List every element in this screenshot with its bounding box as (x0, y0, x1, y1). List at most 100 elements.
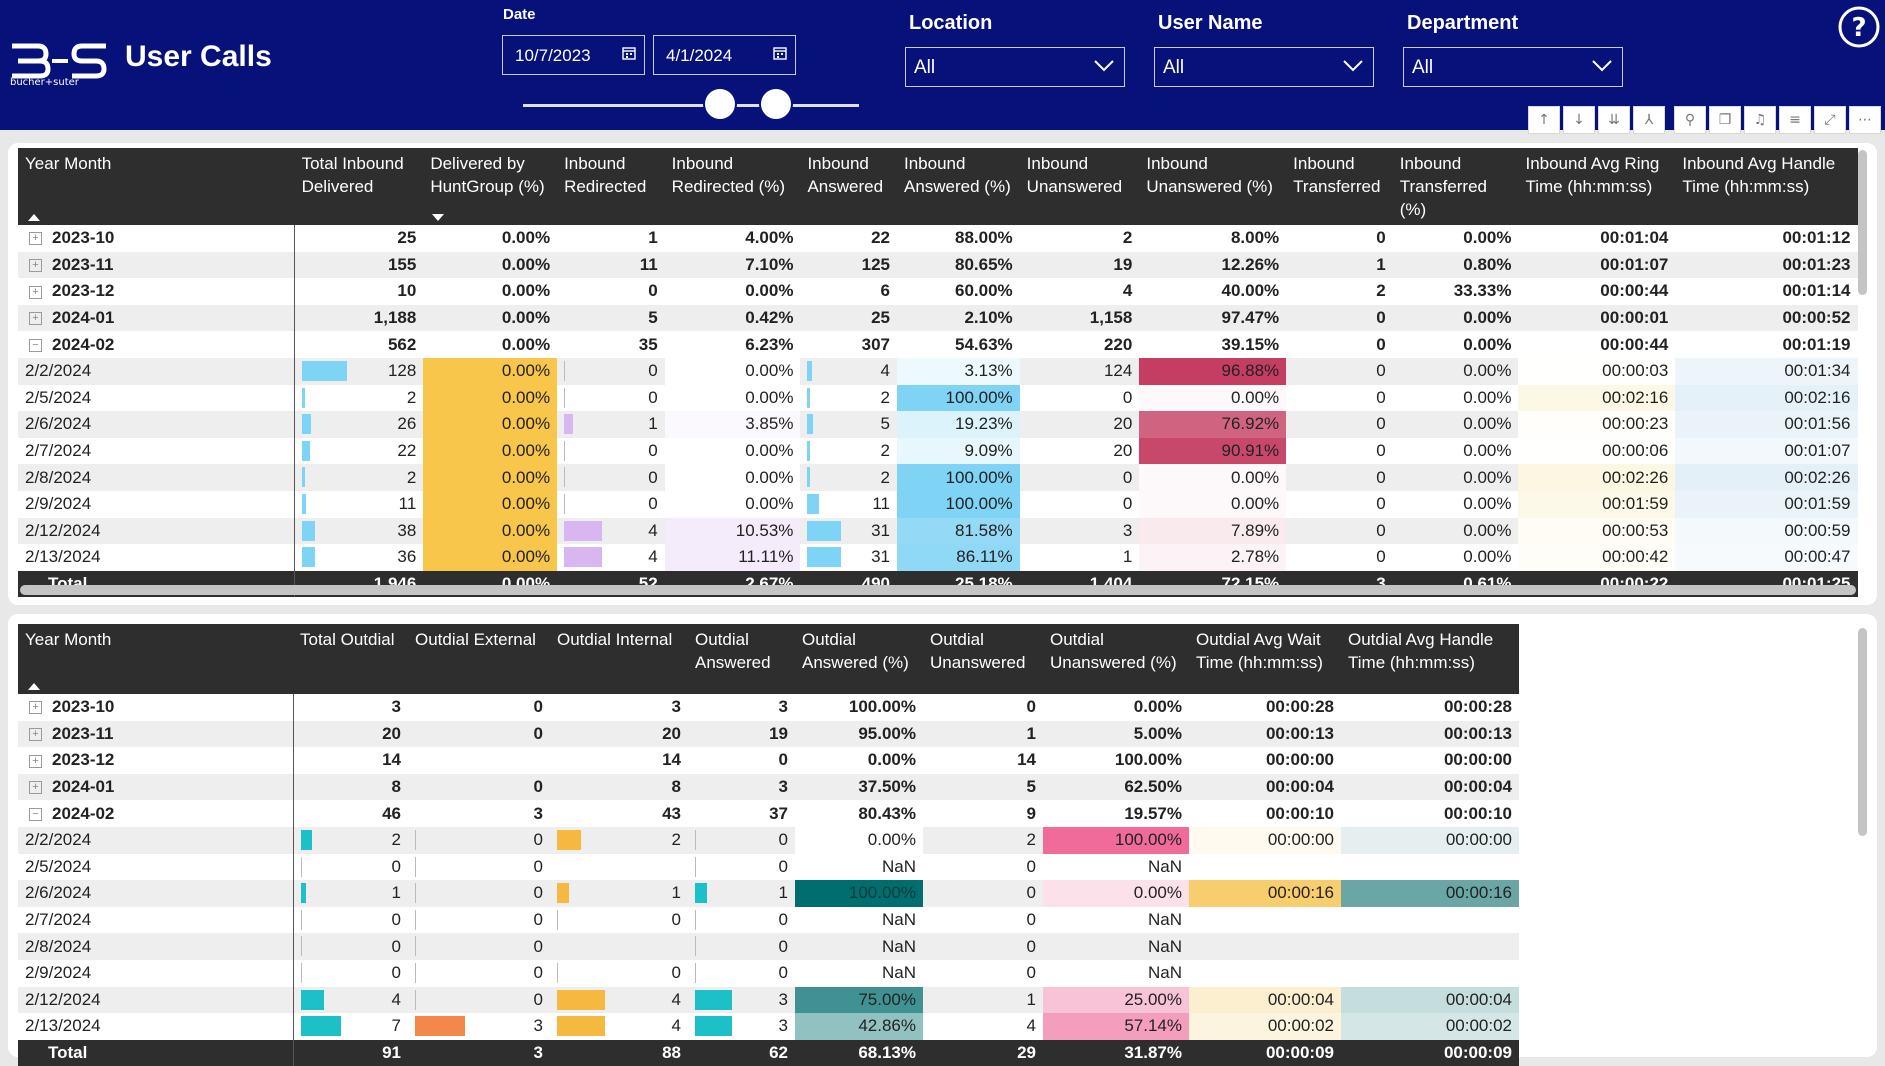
department-dropdown[interactable]: All (1403, 47, 1623, 87)
header-inbound-unanswered[interactable]: Inbound Unanswered (%) (1139, 148, 1287, 225)
header-inbound-answered[interactable]: Inbound Answered (%) (896, 148, 1020, 225)
arrow-up-icon[interactable]: ↑ (1528, 106, 1560, 134)
value-cell: 1 (923, 720, 1043, 748)
value-cell: 0.00% (1392, 517, 1519, 545)
value-cell: 43 (550, 800, 688, 827)
calendar-icon[interactable] (622, 46, 636, 60)
collapse-icon[interactable]: − (29, 338, 42, 352)
header-outdial-avg-handle-time-hh-mm-ss[interactable]: Outdial Avg Handle Time (hh:mm:ss) (1341, 624, 1519, 694)
cell-text: 00:00:28 (1265, 697, 1334, 717)
header-outdial-answered[interactable]: Outdial Answered (%) (795, 624, 923, 694)
value-cell: 100.00% (795, 694, 923, 721)
value-cell: 00:01:34 (1675, 357, 1858, 385)
header-outdial-avg-wait-time-hh-mm-ss[interactable]: Outdial Avg Wait Time (hh:mm:ss) (1189, 624, 1341, 694)
group-row[interactable]: +2023-10 3 0 3 3 100.00% 0 0.00% 00:00:28 00:00:2… (18, 694, 1519, 721)
header-inbound-avg-ring-time-hh-mm-ss[interactable]: Inbound Avg Ring Time (hh:mm:ss) (1518, 148, 1676, 225)
header-total-outdial[interactable]: Total Outdial (293, 624, 408, 694)
header-outdial-unanswered[interactable]: Outdial Unanswered (923, 624, 1043, 694)
outdial-vertical-scrollbar[interactable] (1858, 628, 1867, 836)
cell-text: 11 (639, 254, 658, 274)
expand-icon[interactable]: + (29, 701, 42, 715)
expand-icon[interactable]: + (29, 312, 42, 326)
arrow-down-icon[interactable]: ↓ (1563, 106, 1595, 134)
header-outdial-unanswered[interactable]: Outdial Unanswered (%) (1043, 624, 1189, 694)
more-options-icon[interactable]: ⋯ (1849, 106, 1881, 134)
data-bar (300, 989, 324, 1010)
expand-icon[interactable]: + (29, 754, 42, 768)
header-total-inbound-delivered[interactable]: Total Inbound Delivered (294, 148, 424, 225)
sort-ascending-icon[interactable] (28, 683, 40, 690)
expand-icon[interactable]: + (29, 232, 42, 246)
data-bar (415, 909, 416, 930)
expand-hierarchy-icon[interactable]: ⅄ (1633, 106, 1665, 134)
group-row[interactable]: +2023-10 25 0.00% 1 4.00% 22 88.00% 2 8.00% 0 0.00… (18, 225, 1858, 252)
header-inbound-redirected[interactable]: Inbound Redirected (%) (664, 148, 801, 225)
cell-text: 2 (391, 830, 401, 850)
value-cell: 1 (923, 986, 1043, 1014)
header-outdial-external[interactable]: Outdial External (408, 624, 550, 694)
header-outdial-internal[interactable]: Outdial Internal (550, 624, 688, 694)
header-inbound-unanswered[interactable]: Inbound Unanswered (1019, 148, 1140, 225)
table-row: 2/6/2024 1 0 1 1 100.00% 0 0.00% 00:00:16 00:00:1… (18, 880, 1519, 907)
header-inbound-avg-handle-time-hh-mm-ss[interactable]: Inbound Avg Handle Time (hh:mm:ss) (1675, 148, 1858, 225)
header-year-month[interactable]: Year Month (18, 148, 295, 225)
value-cell: 37.50% (795, 773, 923, 801)
group-row[interactable]: −2024-02 46 3 43 37 80.43% 9 19.57% 00:00:10 00:0… (18, 800, 1519, 827)
bell-icon[interactable]: ♫ (1744, 106, 1776, 134)
group-row[interactable]: +2023-11 155 0.00% 11 7.10% 125 80.65% 19 12.26%… (18, 251, 1858, 279)
group-row[interactable]: +2023-12 14 14 0 0.00% 14 100.00% 00:00:00 00:00… (18, 747, 1519, 774)
inbound-horizontal-scrollbar[interactable] (20, 585, 1856, 595)
cell-text: 0.00% (1463, 547, 1512, 567)
pin-icon[interactable]: ⚲ (1674, 106, 1706, 134)
expand-icon[interactable]: + (29, 781, 42, 795)
header-year-month[interactable]: Year Month (18, 624, 293, 694)
slider-start-handle[interactable] (703, 87, 737, 121)
cell-text: 40.00% (1221, 281, 1280, 301)
date-range-slider[interactable] (523, 104, 859, 107)
expand-icon[interactable]: + (29, 258, 42, 272)
group-row[interactable]: −2024-02 562 0.00% 35 6.23% 307 54.63% 220 39.15… (18, 331, 1858, 358)
cell-text: 125 (861, 254, 890, 274)
focus-mode-icon[interactable]: ⤢ (1814, 106, 1846, 134)
header-inbound-transferred[interactable]: Inbound Transferred (%) (1392, 148, 1519, 225)
header-inbound-answered[interactable]: Inbound Answered (800, 148, 897, 225)
help-icon[interactable]: ? (1837, 5, 1881, 49)
cell-text: 2/6/2024 (25, 883, 92, 903)
collapse-icon[interactable]: − (29, 807, 42, 821)
start-date-input[interactable]: 10/7/2023 (502, 35, 645, 75)
cell-text: 29 (1017, 1043, 1036, 1063)
group-row[interactable]: +2023-12 10 0.00% 0 0.00% 6 60.00% 4 40.00% 2 33.3… (18, 278, 1858, 305)
data-bar (807, 547, 842, 568)
slider-end-handle[interactable] (759, 87, 793, 121)
drill-down-icon[interactable]: ⇊ (1598, 106, 1630, 134)
username-dropdown[interactable]: All (1154, 47, 1374, 87)
group-row[interactable]: +2023-11 20 0 20 19 95.00% 1 5.00% 00:00:13 00:00… (18, 720, 1519, 748)
sort-descending-icon[interactable] (432, 214, 445, 221)
header-inbound-transferred[interactable]: Inbound Transferred (1286, 148, 1393, 225)
calendar-icon[interactable] (773, 46, 787, 60)
value-cell: 35 (557, 331, 665, 358)
copy-icon[interactable]: ❐ (1709, 106, 1741, 134)
value-cell: 19 (1019, 251, 1140, 279)
sort-ascending-icon[interactable] (28, 214, 40, 221)
inbound-vertical-scrollbar[interactable] (1858, 150, 1867, 295)
value-cell: 0 (408, 880, 550, 907)
header-delivered-by-huntgroup[interactable]: Delivered by HuntGroup (%) (423, 148, 558, 225)
expand-icon[interactable]: + (29, 727, 42, 741)
location-dropdown[interactable]: All (905, 47, 1125, 87)
end-date-input[interactable]: 4/1/2024 (653, 35, 796, 75)
expand-icon[interactable]: + (29, 285, 42, 299)
filter-icon[interactable]: ≡ (1779, 106, 1811, 134)
value-cell: 10.53% (664, 517, 801, 545)
cell-text: 00:00:59 (1784, 520, 1851, 540)
header-inbound-redirected[interactable]: Inbound Redirected (557, 148, 665, 225)
cell-text: 00:00:04 (1267, 989, 1334, 1009)
group-row[interactable]: +2024-01 1,188 0.00% 5 0.42% 25 2.10% 1,158 97.4… (18, 304, 1858, 332)
header-outdial-answered[interactable]: Outdial Answered (688, 624, 795, 694)
cell-text: 0.00% (501, 520, 551, 540)
value-cell: 00:01:56 (1675, 411, 1858, 438)
group-row[interactable]: +2024-01 8 0 8 3 37.50% 5 62.50% 00:00:04 00:00:0… (18, 773, 1519, 801)
cell-text: 3 (1122, 520, 1133, 540)
table-row: 2/5/2024 0 0 0 NaN 0 NaN (18, 853, 1519, 881)
cell-text: 0 (1376, 467, 1386, 487)
